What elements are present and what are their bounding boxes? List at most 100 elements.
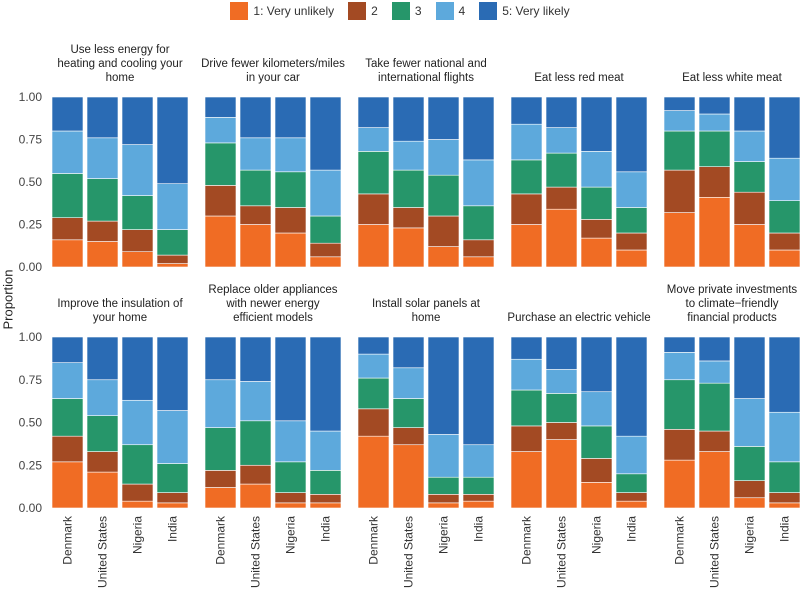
bar-segment bbox=[156, 410, 189, 464]
x-tick-label: India bbox=[472, 516, 486, 542]
bar-segment bbox=[733, 336, 766, 399]
panel-title: Eat less red meat bbox=[534, 72, 624, 84]
bar-segment bbox=[663, 110, 696, 132]
y-tick-label: 0.75 bbox=[19, 373, 43, 387]
bar-segment bbox=[274, 420, 307, 463]
bar-segment bbox=[510, 96, 543, 125]
bar-segment bbox=[51, 336, 84, 363]
legend-label: 3 bbox=[414, 4, 422, 18]
legend-label: 2 bbox=[371, 4, 378, 18]
bar-segment bbox=[663, 212, 696, 268]
bar-segment bbox=[580, 425, 613, 459]
bar-segment bbox=[357, 336, 390, 355]
bar-segment bbox=[204, 215, 237, 268]
bar-segment bbox=[768, 249, 800, 268]
bar-segment bbox=[156, 229, 189, 256]
bar-segment bbox=[309, 470, 342, 495]
bar-segment bbox=[156, 263, 189, 268]
bar-segment bbox=[239, 224, 272, 268]
bar-segment bbox=[615, 336, 648, 437]
bar-segment bbox=[239, 381, 272, 422]
x-tick-label: United States bbox=[708, 516, 722, 588]
legend-label: 5: Very likely bbox=[502, 4, 570, 18]
x-tick-label: India bbox=[319, 516, 333, 542]
y-tick-label: 0.50 bbox=[19, 175, 43, 189]
bar-segment bbox=[204, 185, 237, 217]
y-tick-label: 1.00 bbox=[19, 90, 43, 104]
bar-segment bbox=[156, 492, 189, 504]
x-tick-label: Denmark bbox=[367, 515, 381, 565]
bar-segment bbox=[357, 193, 390, 225]
x-tick-label: Nigeria bbox=[437, 516, 451, 554]
bar-segment bbox=[580, 458, 613, 483]
bar-segment bbox=[768, 502, 800, 509]
bar-segment bbox=[357, 435, 390, 509]
bar-segment bbox=[121, 483, 154, 502]
bar-segment bbox=[510, 159, 543, 195]
panel-title: Install solar panels at home bbox=[371, 298, 481, 324]
bar-segment bbox=[545, 208, 578, 268]
bar-segment bbox=[239, 483, 272, 509]
legend-item: 3 bbox=[391, 2, 422, 20]
bar-segment bbox=[462, 494, 495, 502]
bar-segment bbox=[580, 186, 613, 220]
x-tick-label: India bbox=[625, 516, 639, 542]
bar-segment bbox=[698, 130, 731, 168]
bar-segment bbox=[274, 461, 307, 493]
bar-segment bbox=[733, 224, 766, 268]
x-tick-label: Nigeria bbox=[743, 516, 757, 554]
bar-segment bbox=[733, 191, 766, 225]
x-tick-label: United States bbox=[402, 516, 416, 588]
bar-segment bbox=[768, 96, 800, 159]
bar-segment bbox=[698, 336, 731, 362]
bar-segment bbox=[357, 224, 390, 268]
bar-segment bbox=[615, 96, 648, 173]
bar-segment bbox=[663, 96, 696, 111]
legend-item: 2 bbox=[348, 2, 378, 20]
bar-segment bbox=[580, 96, 613, 152]
bar-segment bbox=[615, 500, 648, 509]
bar-segment bbox=[768, 411, 800, 463]
bar-segment bbox=[698, 96, 731, 115]
bar-segment bbox=[309, 336, 342, 432]
bar-segment bbox=[204, 487, 237, 509]
bar-segment bbox=[239, 420, 272, 466]
x-tick-label: Denmark bbox=[61, 515, 75, 565]
x-tick-label: India bbox=[778, 516, 792, 542]
bar-segment bbox=[580, 336, 613, 393]
bar-segment bbox=[239, 137, 272, 171]
bar-segment bbox=[121, 195, 154, 230]
x-tick-label: Denmark bbox=[520, 515, 534, 565]
bar-segment bbox=[768, 461, 800, 493]
bar-segment bbox=[545, 186, 578, 210]
bar-segment bbox=[462, 96, 495, 161]
bar-segment bbox=[427, 246, 460, 268]
bar-segment bbox=[733, 446, 766, 481]
bar-segment bbox=[462, 476, 495, 495]
bar-segment bbox=[51, 398, 84, 437]
bar-segment bbox=[615, 171, 648, 208]
bar-segment bbox=[733, 398, 766, 447]
x-tick-label: Nigeria bbox=[284, 516, 298, 554]
bar-segment bbox=[698, 197, 731, 268]
bar-segment bbox=[698, 382, 731, 432]
legend-swatch bbox=[230, 2, 249, 20]
bar-segment bbox=[545, 152, 578, 188]
bar-segment bbox=[51, 130, 84, 174]
bar-segment bbox=[86, 96, 119, 139]
bar-segment bbox=[357, 353, 390, 379]
bar-segment bbox=[274, 207, 307, 234]
panel-title: Use less energy for heating and cooling … bbox=[57, 44, 183, 84]
bar-segment bbox=[204, 117, 237, 144]
bar-segment bbox=[545, 422, 578, 440]
bar-segment bbox=[274, 171, 307, 208]
legend-swatch bbox=[391, 2, 410, 20]
bar-segment bbox=[545, 127, 578, 154]
y-tick-label: 0.00 bbox=[19, 501, 43, 515]
bar-segment bbox=[698, 166, 731, 198]
bar-segment bbox=[239, 464, 272, 485]
x-tick-label: Denmark bbox=[673, 515, 687, 565]
bar-segment bbox=[510, 358, 543, 391]
bar-segment bbox=[510, 389, 543, 427]
bar-segment bbox=[615, 249, 648, 268]
